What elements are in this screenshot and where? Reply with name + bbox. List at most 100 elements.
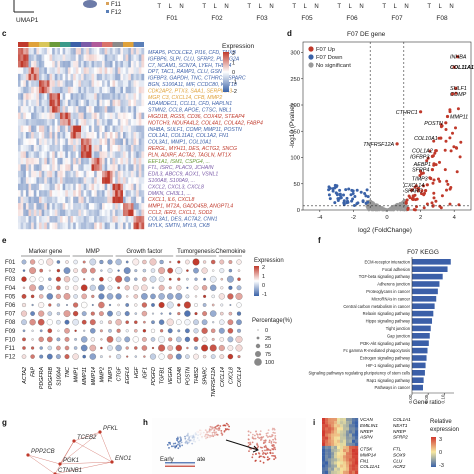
volcano-title: F07 DE gene — [347, 31, 386, 38]
heatmap-cell — [94, 164, 97, 172]
dotplot-gene-label: PDGFD — [151, 367, 157, 386]
dotplot-dot — [141, 302, 147, 308]
heatmap-cell — [73, 138, 76, 146]
heatmap-cell — [94, 112, 97, 120]
dotplot-dot — [81, 319, 87, 325]
heatmap-cell — [73, 190, 76, 197]
heatmap-cell — [107, 222, 111, 230]
heatmap-cell — [83, 157, 87, 165]
heatmap-i-cell — [349, 424, 353, 428]
heatmap-cell — [125, 125, 129, 133]
heatmap-i-cell — [340, 427, 344, 431]
heatmap-cell — [41, 170, 45, 178]
heatmap-cell — [44, 222, 48, 230]
kegg-x-tick-label: 0.10 — [440, 394, 445, 403]
trajectory-cell — [210, 435, 213, 437]
heatmap-cell — [75, 80, 79, 87]
heatmap-cell — [91, 67, 95, 75]
heatmap-i-cell — [331, 470, 335, 474]
heatmap-cell — [104, 203, 108, 210]
heatmap-cell — [109, 73, 113, 81]
heatmap-cell — [65, 157, 69, 165]
dotplot-dot — [64, 337, 70, 342]
heatmap-i-cell — [352, 430, 356, 434]
trajectory-cell — [272, 448, 274, 451]
heatmap-cell — [46, 203, 50, 210]
heatmap-cell — [86, 157, 90, 165]
heatmap-cell — [86, 164, 90, 172]
heatmap-cell — [18, 48, 21, 55]
heatmap-cell — [67, 190, 71, 197]
volcano-point-up — [432, 139, 436, 143]
dotplot-gene-label: ACTA2 — [22, 367, 28, 385]
trajectory-pseudotime-bar — [165, 462, 195, 467]
dotplot-dot — [237, 355, 241, 359]
heatmap-cell — [60, 177, 63, 184]
dotplot-row-label: F05 — [5, 294, 16, 300]
heatmap-cell — [99, 112, 103, 120]
trajectory-cell — [273, 428, 276, 431]
heatmap-cell — [33, 99, 37, 107]
heatmap-i-gene: COL11A1 — [360, 464, 380, 469]
heatmap-i-cell — [328, 464, 332, 468]
heatmap-cell — [75, 151, 79, 159]
heatmap-cell — [83, 196, 87, 204]
heatmap-cell — [117, 67, 121, 75]
trajectory-cell — [214, 432, 216, 434]
heatmap-cell — [96, 73, 100, 81]
heatmap-cell — [49, 222, 53, 230]
heatmap-cell — [57, 144, 61, 152]
heatmap-cell — [62, 93, 66, 100]
trajectory-cell — [187, 432, 189, 435]
network-edge — [59, 431, 101, 465]
heatmap-cell — [117, 164, 121, 172]
heatmap-cell — [75, 144, 79, 152]
heatmap-cell — [136, 132, 139, 139]
legend-dot — [308, 62, 314, 68]
heatmap-cell — [83, 132, 87, 139]
dotplot-dot — [125, 320, 129, 324]
heatmap-i-cell — [322, 442, 326, 447]
trajectory-cell — [259, 439, 262, 441]
volcano-point-down — [356, 201, 360, 205]
heatmap-cell — [133, 99, 137, 107]
heatmap-cell — [28, 67, 32, 75]
heatmap-cell — [141, 119, 145, 126]
heatmap-i-cell — [322, 421, 326, 425]
heatmap-cell — [33, 67, 37, 75]
trajectory-cell — [219, 425, 222, 427]
panel-letter-e: e — [2, 236, 7, 245]
heatmap-cell — [78, 151, 82, 159]
heatmap-cell — [117, 48, 121, 55]
heatmap-cell — [18, 112, 21, 120]
heatmap-cell — [141, 67, 145, 75]
heatmap-cell — [44, 106, 48, 113]
heatmap-cell — [65, 138, 69, 146]
heatmap-cell — [62, 60, 66, 68]
trajectory-late-label: ate — [197, 457, 206, 463]
dotplot-dot — [99, 311, 104, 316]
heatmap-cell — [96, 106, 100, 113]
heatmap-cell — [28, 196, 32, 204]
heatmap-cell — [36, 80, 40, 87]
dotplot-dot — [166, 293, 174, 300]
kegg-bar — [412, 281, 440, 287]
heatmap-cell — [46, 183, 50, 191]
volcano-point-up — [432, 191, 436, 195]
trajectory-cell — [274, 441, 277, 444]
volcano-point-up — [452, 145, 456, 149]
heatmap-cell — [112, 183, 116, 191]
volcano-threshold-lines — [303, 42, 471, 210]
heatmap-cell — [109, 196, 113, 204]
heatmap-cell — [120, 86, 124, 94]
colorbar-tick: 2 — [232, 51, 235, 57]
trajectory-cell — [267, 432, 269, 434]
dotplot-dot — [107, 268, 113, 274]
heatmap-cell — [18, 54, 21, 62]
gene-group-label: DMKN, CHI3L1, ... — [148, 191, 191, 197]
heatmap-cell — [138, 222, 142, 230]
heatmap-cell — [75, 177, 79, 184]
heatmap-cell — [130, 99, 134, 107]
gene-group-label: BGN, S100A11, MIF, CCDC80, KRT18 — [148, 82, 237, 88]
